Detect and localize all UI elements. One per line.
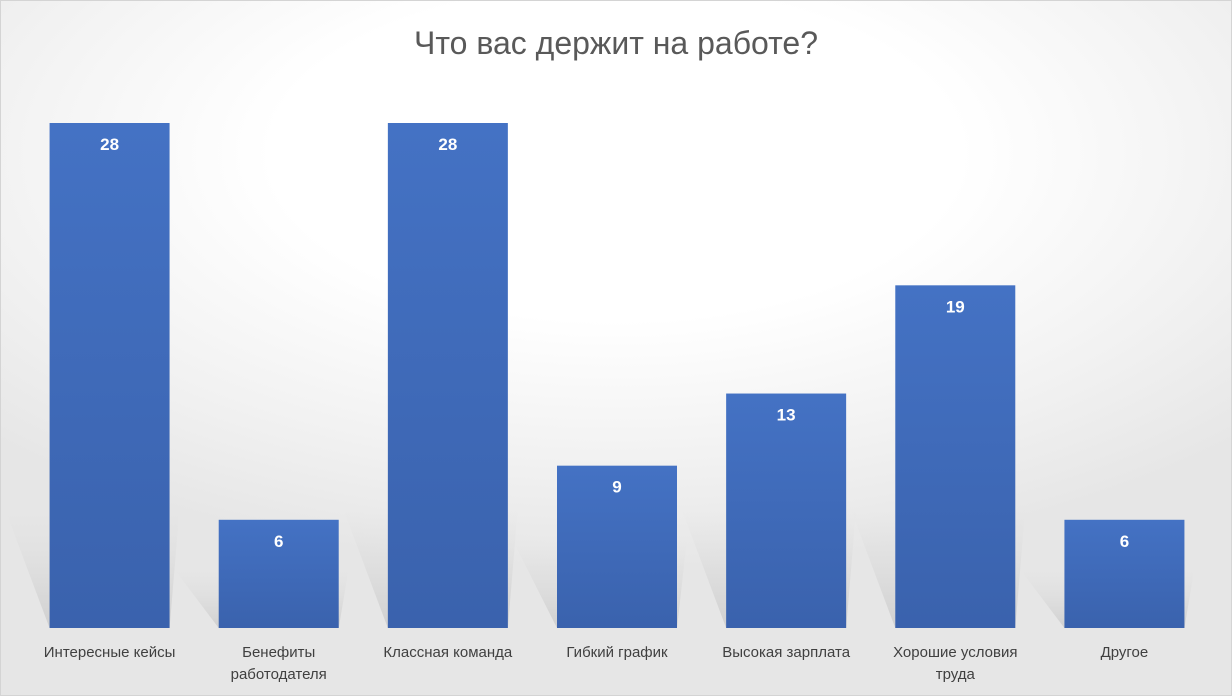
category-label-line: Другое [1101, 644, 1149, 661]
category-label-line: Хорошие условия [893, 644, 1017, 661]
category-labels: Интересные кейсы Бенефиты работодателя Клас… [44, 644, 1148, 683]
data-label: 6 [274, 532, 283, 551]
category-label-line: Классная команда [383, 644, 513, 661]
bar [1064, 519, 1185, 628]
category-label: Другое [1101, 644, 1149, 661]
category-label: Хорошие условия труда [893, 644, 1017, 683]
value-labels: 28 6 28 9 13 19 6 [100, 135, 1129, 551]
category-label: Бенефиты работодателя [231, 644, 327, 683]
data-label: 6 [1120, 532, 1129, 551]
category-label-line: Интересные кейсы [44, 644, 176, 661]
bar [387, 123, 508, 628]
bar [557, 465, 677, 628]
category-label: Высокая зарплата [722, 644, 850, 661]
bars [49, 123, 1185, 628]
bar [726, 393, 847, 628]
category-label: Гибкий график [566, 644, 668, 661]
chart-title: Что вас держит на работе? [414, 25, 818, 61]
data-label: 13 [777, 406, 796, 425]
category-label-line: работодателя [231, 666, 327, 683]
data-label: 19 [946, 297, 965, 316]
category-label-line: Высокая зарплата [722, 644, 850, 661]
data-label: 9 [612, 478, 621, 497]
category-label-line: Бенефиты [242, 644, 315, 661]
category-label: Интересные кейсы [44, 644, 176, 661]
category-label-line: Гибкий график [566, 644, 668, 661]
data-label: 28 [438, 135, 457, 154]
category-label-line: труда [936, 666, 976, 683]
data-label: 28 [100, 135, 119, 154]
bar [895, 285, 1016, 628]
category-label: Классная команда [383, 644, 513, 661]
bar [49, 123, 170, 628]
bar [218, 519, 339, 628]
